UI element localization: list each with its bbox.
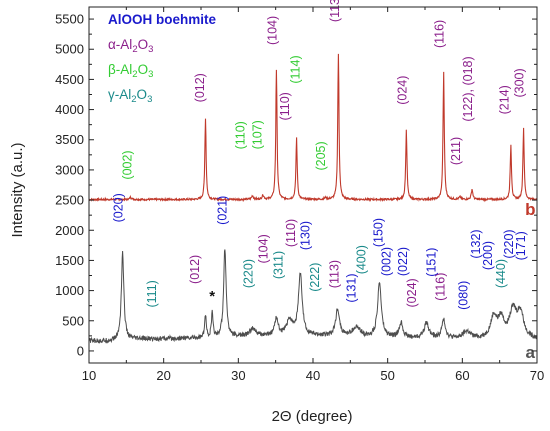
y-tick-label: 3500 [55, 132, 84, 147]
x-tick-label: 30 [231, 368, 245, 383]
peak-label: (012) [188, 255, 202, 284]
x-tick-label: 70 [530, 368, 544, 383]
series-line-b [89, 53, 537, 203]
peak-label: (116) [433, 273, 447, 301]
x-axis-label: 2Θ (degree) [272, 408, 353, 425]
y-tick-label: 0 [77, 343, 84, 358]
peak-label: (110) [284, 219, 298, 247]
peak-label: (122), (018) [461, 56, 475, 121]
peak-label: (110) [278, 92, 292, 120]
y-tick-label: 2000 [55, 223, 84, 238]
peak-label: (020) [112, 193, 126, 222]
peak-label: (132) [469, 229, 483, 258]
peak-label: (104) [256, 234, 270, 263]
peak-label: (107) [250, 120, 264, 149]
peak-label: (130) [298, 221, 312, 250]
peak-label: (022) [396, 247, 410, 276]
peak-label: (311) [271, 251, 285, 279]
legend-entry: γ-Al2O3 [108, 87, 152, 105]
y-tick-label: 500 [62, 313, 84, 328]
peak-label: (222) [308, 263, 322, 292]
series-curves [89, 53, 537, 344]
legend: AlOOH boehmite α-Al2O3 β-Al2O3 γ-Al2O3 [108, 12, 216, 105]
peak-label: (300) [513, 68, 527, 97]
y-axis-label: Intensity (a.u.) [9, 142, 26, 237]
peak-label: (400) [354, 245, 368, 274]
impurity-marker: * [209, 288, 215, 305]
peak-label: (113) [328, 0, 342, 22]
x-tick-label: 20 [156, 368, 170, 383]
y-tick-label: 2500 [55, 193, 84, 208]
peak-label: (021) [215, 196, 229, 225]
y-tick-label: 4000 [55, 102, 84, 117]
peak-label: (205) [314, 141, 328, 170]
curve-label-a: a [526, 343, 536, 362]
peak-label: (131) [345, 273, 359, 302]
peak-label: (151) [424, 248, 438, 277]
peak-label: (171) [514, 231, 528, 260]
peak-label: (220) [242, 259, 256, 288]
peak-label: (116) [433, 20, 447, 48]
axes: 10 20 30 40 50 60 70 0 500 1000 1500 2000 2500 3000 35… [55, 6, 544, 383]
legend-entry: β-Al2O3 [108, 62, 153, 80]
peak-label: (114) [289, 55, 303, 83]
x-tick-label: 10 [82, 368, 96, 383]
peak-label: (220) [502, 229, 516, 258]
peak-label: (024) [405, 278, 419, 307]
peak-label: (111) [145, 280, 159, 307]
peak-label: (012) [193, 73, 207, 102]
peak-label: (024) [395, 76, 409, 105]
x-tick-label: 60 [455, 368, 469, 383]
y-tick-label: 3000 [55, 162, 84, 177]
y-tick-label: 5000 [55, 42, 84, 57]
y-tick-label: 1000 [55, 283, 84, 298]
peak-label: (440) [494, 259, 508, 288]
legend-entry: α-Al2O3 [108, 37, 153, 55]
peak-label: (113) [327, 260, 341, 288]
peak-label: (200) [481, 241, 495, 270]
y-tick-label: 5500 [55, 12, 84, 27]
y-tick-label: 1500 [55, 253, 84, 268]
peak-label: (110) [233, 121, 247, 149]
peak-label: (002) [121, 150, 135, 179]
curve-label-b: b [525, 200, 535, 219]
peak-label: (002) [380, 247, 394, 276]
peak-label: (150) [371, 218, 385, 247]
peak-annotations: (002)(012)(110) (107)(104)(114)(110)(205)… [112, 0, 536, 362]
x-tick-label: 50 [380, 368, 394, 383]
peak-label: (211) [449, 137, 463, 165]
legend-entry: AlOOH boehmite [108, 12, 216, 27]
series-line-a [89, 249, 537, 344]
peak-label: (104) [265, 16, 279, 45]
x-tick-label: 40 [306, 368, 320, 383]
y-tick-label: 4500 [55, 72, 84, 87]
peak-label: (214) [498, 85, 512, 114]
peak-label: (080) [457, 281, 471, 310]
